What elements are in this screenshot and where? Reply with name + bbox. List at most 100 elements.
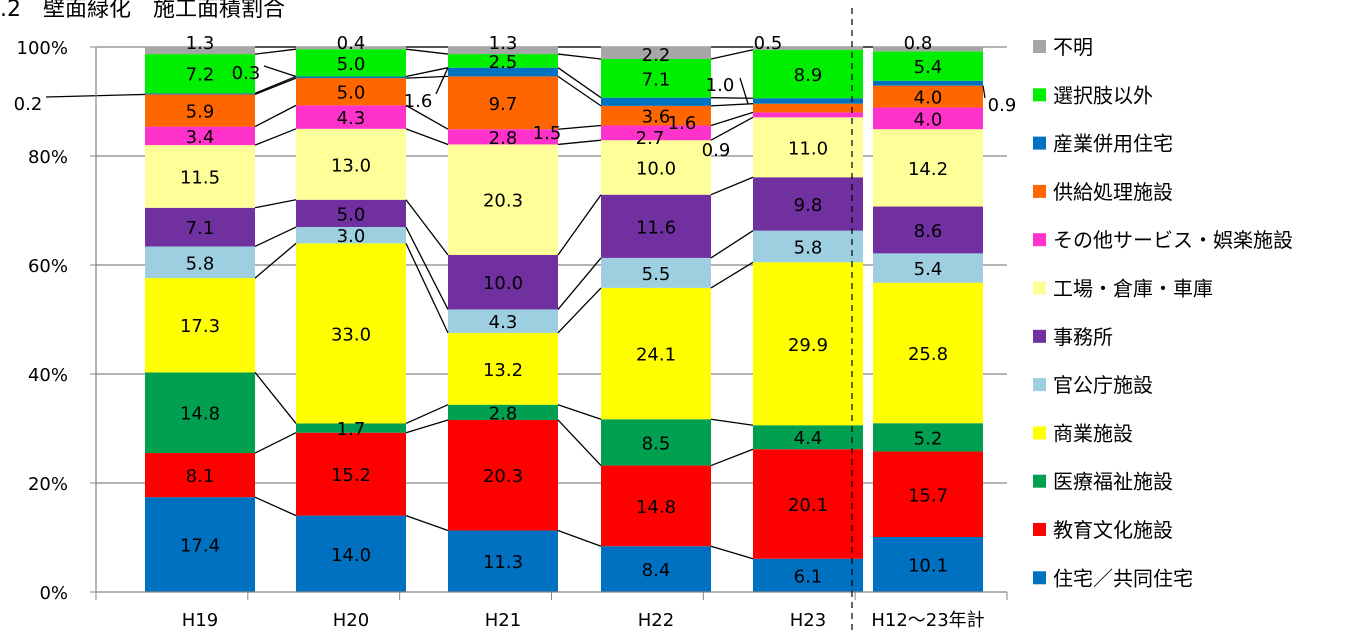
connector-line [405, 48, 449, 55]
y-tick-label: 60% [28, 256, 68, 277]
connector-line [710, 230, 754, 259]
bar-segment [873, 537, 983, 592]
x-tick-label: H20 [333, 610, 369, 631]
bar-segment [296, 49, 406, 77]
bar-segment [753, 103, 863, 113]
data-label: 7.1 [642, 69, 671, 90]
x-tick-label: H21 [485, 610, 521, 631]
legend-label: その他サービス・娯楽施設 [1053, 228, 1293, 252]
connector-line [405, 199, 449, 256]
bar-segment [448, 54, 558, 68]
connector-line [557, 53, 602, 60]
data-label: 20.1 [788, 495, 828, 516]
data-label: 33.0 [331, 324, 371, 345]
legend-swatch [1033, 136, 1046, 150]
bar-segment [448, 129, 558, 145]
bar-segment [296, 227, 406, 244]
data-label: 2.2 [642, 45, 671, 66]
data-label: 8.9 [794, 65, 823, 86]
data-label: 0.5 [754, 33, 783, 54]
data-label: 1.3 [186, 33, 215, 54]
data-label: 10.0 [636, 158, 676, 179]
bar-segment [873, 47, 983, 52]
bar-segment [601, 419, 711, 466]
data-label: 5.8 [186, 253, 215, 274]
legend-label: 不明 [1053, 35, 1093, 59]
data-label: 13.0 [331, 155, 371, 176]
legend-swatch [1033, 523, 1046, 536]
data-label: 6.1 [794, 566, 823, 587]
bar-segment [296, 128, 406, 200]
legend-label: 供給処理施設 [1053, 180, 1173, 204]
connector-line [254, 199, 297, 209]
connector-line [254, 128, 297, 146]
data-label: 0.9 [702, 140, 731, 161]
legend-label: 産業併用住宅 [1053, 132, 1173, 156]
bar-segment [873, 51, 983, 81]
connector-line [710, 545, 754, 560]
y-tick-label: 80% [28, 147, 68, 168]
bar-segment [448, 332, 558, 405]
bar-segment [448, 47, 558, 55]
data-label: 0.8 [904, 33, 933, 54]
leader-line [435, 67, 449, 95]
data-label: 8.1 [186, 466, 215, 487]
data-label: 20.3 [483, 466, 523, 487]
data-label: 17.3 [180, 316, 220, 337]
bar-segment [448, 76, 558, 130]
legend-swatch [1033, 426, 1046, 440]
connector-line [254, 242, 297, 279]
connector-lines [45, 46, 986, 560]
data-label: 4.0 [914, 109, 943, 130]
bar-segment [601, 105, 711, 126]
data-label: 15.2 [331, 465, 371, 486]
bar-segment [601, 287, 711, 420]
connector-line [557, 287, 602, 334]
connector-line [710, 103, 754, 107]
y-tick-label: 40% [28, 365, 68, 386]
connector-line [710, 448, 754, 467]
bar-segment [601, 465, 711, 547]
data-label: 10.0 [483, 273, 523, 294]
connector-line [557, 67, 602, 99]
data-label: 10.1 [908, 556, 948, 577]
data-label: 5.5 [642, 264, 671, 285]
data-label: 17.4 [180, 536, 220, 557]
connector-line [405, 104, 449, 130]
data-label: 25.8 [908, 344, 948, 365]
connector-line [254, 496, 297, 517]
data-label: 8.5 [642, 433, 671, 454]
bar-segment [296, 76, 406, 79]
bar-segment [145, 94, 255, 127]
bar-segment [601, 58, 711, 98]
legend-swatch [1033, 88, 1046, 102]
data-label: 11.3 [483, 552, 523, 573]
bar-segment [145, 145, 255, 208]
bar-segment [753, 112, 863, 118]
connector-line [557, 75, 602, 107]
data-label: 1.3 [489, 33, 518, 54]
legend-label: 商業施設 [1053, 421, 1133, 445]
data-label: 0.2 [14, 94, 43, 115]
connector-line [405, 419, 449, 434]
data-label: 11.0 [788, 138, 828, 159]
connector-line [405, 515, 449, 532]
connector-line [254, 104, 297, 128]
leader-line [982, 85, 986, 99]
bar-segment [873, 129, 983, 207]
bar-segment [753, 558, 863, 592]
data-label: 1.7 [337, 419, 366, 440]
bar-segment [601, 257, 711, 288]
bar-segment [296, 243, 406, 424]
data-label: 1.0 [706, 75, 735, 96]
bar-segment [145, 207, 255, 247]
data-label: 5.0 [337, 54, 366, 75]
data-label: 14.8 [180, 404, 220, 425]
data-label: 1.5 [533, 123, 562, 144]
data-label: 2.8 [489, 128, 518, 149]
data-label: 20.3 [483, 191, 523, 212]
bar-segment [753, 177, 863, 231]
legend-swatch [1033, 474, 1046, 488]
data-label: 15.7 [908, 485, 948, 506]
